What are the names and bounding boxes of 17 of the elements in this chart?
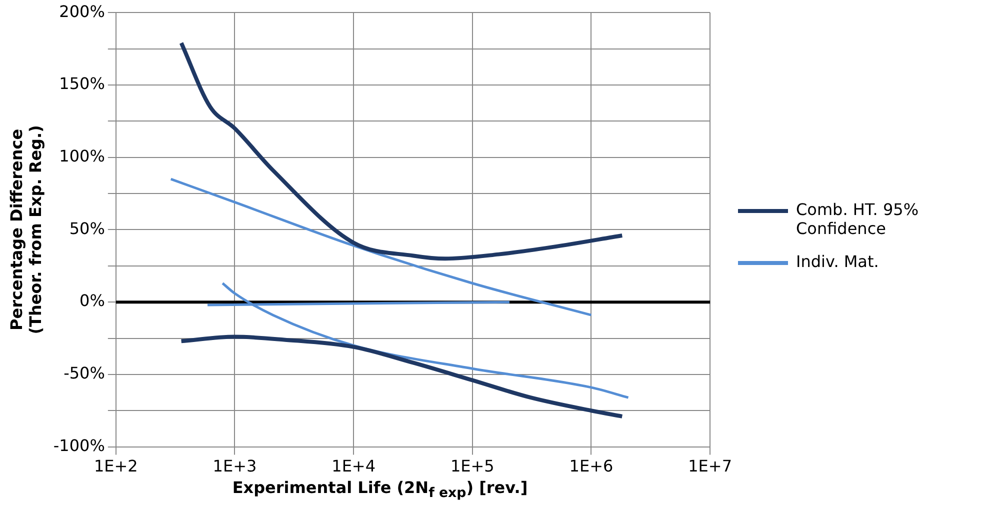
y-tick-label: -100% xyxy=(53,436,105,455)
y-tick-label: 150% xyxy=(59,74,105,94)
y-tick-label: 50% xyxy=(69,218,105,238)
y-tick-label: 100% xyxy=(59,146,105,166)
y-axis-title: Percentage Difference (Theor. from Exp. Reg.) xyxy=(6,125,45,334)
x-tick-label: 1E+3 xyxy=(212,456,257,476)
legend-label: Comb. HT. 95% Confidence xyxy=(796,200,920,238)
x-tick-label: 1E+4 xyxy=(332,456,376,476)
x-tick-label: 1E+7 xyxy=(688,456,732,476)
legend-label: Indiv. Mat. xyxy=(796,252,879,271)
y-tick-label: -50% xyxy=(64,364,105,383)
y-tick-label: 200% xyxy=(59,2,105,21)
x-tick-label: 1E+2 xyxy=(94,456,138,476)
x-tick-label: 1E+6 xyxy=(569,456,614,476)
x-axis-title: Experimental Life (2N$_{f exp}$) [rev.] xyxy=(231,478,529,502)
x-tick-label: 1E+5 xyxy=(450,456,494,476)
y-tick-label: 0% xyxy=(80,291,105,310)
